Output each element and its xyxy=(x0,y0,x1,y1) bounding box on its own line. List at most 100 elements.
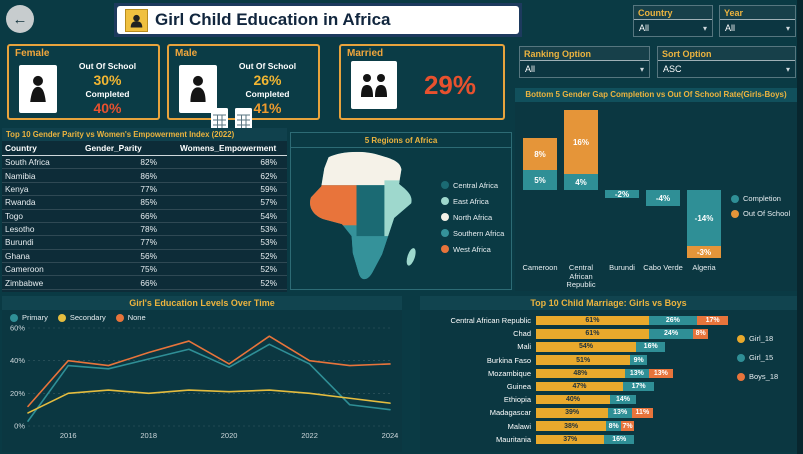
bar-segment[interactable]: 61% xyxy=(536,329,649,339)
bar-segment[interactable]: 14% xyxy=(610,394,636,405)
bar-segment[interactable]: 38% xyxy=(536,421,607,431)
bar: 51% 9% xyxy=(536,355,647,365)
bar: 48% 13% 13% xyxy=(536,368,673,379)
bar-segment[interactable]: 7% xyxy=(621,421,635,431)
column-header[interactable]: Country xyxy=(2,141,82,156)
bar-segment[interactable]: 13% xyxy=(624,368,649,379)
bar-group[interactable]: 5% 8% Cameroon xyxy=(522,106,558,290)
column-header[interactable]: Gender_Parity xyxy=(82,141,177,156)
bar-segment[interactable]: 39% xyxy=(536,408,609,418)
bar-row[interactable]: Madagascar 39% 13% 11% xyxy=(424,406,733,419)
bar-segment[interactable]: 11% xyxy=(632,408,653,418)
grid-icon[interactable] xyxy=(211,108,228,131)
bar-segment[interactable]: 9% xyxy=(630,355,647,365)
bar-segment[interactable]: 37% xyxy=(536,434,605,445)
value-cell: 68% xyxy=(177,155,287,170)
table-row[interactable]: Rwanda 85% 57% xyxy=(2,195,287,210)
bar-segment[interactable]: 24% xyxy=(648,329,694,339)
bar-row[interactable]: Central African Republic 61% 26% 17% xyxy=(424,314,733,327)
table-row[interactable]: South Africa 82% 68% xyxy=(2,155,287,170)
bar-segment[interactable]: 4% xyxy=(564,174,598,190)
bar-segment[interactable]: 26% xyxy=(648,315,697,326)
table-row[interactable]: Burundi 77% 53% xyxy=(2,235,287,250)
ranking-dropdown[interactable]: All ▾ xyxy=(520,60,649,77)
legend-item[interactable]: Out Of School xyxy=(731,209,797,218)
africa-map[interactable] xyxy=(299,150,431,286)
bar-segment[interactable]: 61% xyxy=(536,315,649,326)
bar-segment[interactable]: 40% xyxy=(536,394,610,405)
bar-segment[interactable]: 13% xyxy=(648,368,673,379)
legend-item[interactable]: Girl_15 xyxy=(737,353,795,362)
legend-item[interactable]: None xyxy=(115,313,146,322)
column-header[interactable]: Womens_Empowerment xyxy=(177,141,287,156)
bar: 38% 8% 7% xyxy=(536,421,635,431)
table-row[interactable]: Zimbabwe 66% 52% xyxy=(2,275,287,290)
bar-segment[interactable]: -4% xyxy=(646,190,680,206)
legend-item[interactable]: Primary xyxy=(10,313,48,322)
bar-row[interactable]: Guinea 47% 17% xyxy=(424,380,733,393)
map-legend-item[interactable]: Central Africa xyxy=(441,181,504,190)
map-legend-item[interactable]: East Africa xyxy=(441,197,504,206)
male-kpi-card: Male Out Of School 26% Completed 41% xyxy=(167,44,320,120)
bar-segment[interactable]: -14% xyxy=(687,190,721,246)
education-line-chart[interactable]: 0% 20% 40% 60% 2016 2018 2020 2022 2024 xyxy=(2,322,400,450)
sort-dropdown[interactable]: ASC ▾ xyxy=(658,60,795,77)
bar-segment[interactable]: 17% xyxy=(696,315,729,326)
north-region[interactable] xyxy=(304,150,425,186)
bar-segment[interactable]: 17% xyxy=(622,381,655,392)
bar-row[interactable]: Mauritania 37% 16% xyxy=(424,433,733,446)
bar-segment[interactable]: 13% xyxy=(608,408,633,418)
map-legend-item[interactable]: North Africa xyxy=(441,213,504,222)
back-button[interactable]: ← xyxy=(6,5,34,33)
bar-segment[interactable]: 16% xyxy=(564,110,598,174)
map-legend: Central Africa East Africa North Africa Sou… xyxy=(441,181,504,254)
map-legend-item[interactable]: West Africa xyxy=(441,245,504,254)
table-row[interactable]: Cameroon 75% 52% xyxy=(2,262,287,277)
west-region[interactable] xyxy=(304,185,357,226)
bar-row[interactable]: Mozambique 48% 13% 13% xyxy=(424,367,733,380)
bar-segment[interactable]: -2% xyxy=(605,190,639,199)
bar-segment[interactable]: 8% xyxy=(523,138,557,170)
bar-segment[interactable]: 8% xyxy=(693,329,709,339)
bar-segment[interactable]: 8% xyxy=(606,421,622,431)
country-dropdown[interactable]: All ▾ xyxy=(634,19,712,36)
bar-segment[interactable]: -3% xyxy=(687,246,721,258)
year-dropdown[interactable]: All ▾ xyxy=(720,19,795,36)
bar-segment[interactable]: 16% xyxy=(635,342,666,352)
map-legend-item[interactable]: Southern Africa xyxy=(441,229,504,238)
bar-row[interactable]: Ethiopia 40% 14% xyxy=(424,393,733,406)
table-row[interactable]: Kenya 77% 59% xyxy=(2,182,287,197)
legend-dot-icon xyxy=(731,194,739,203)
bar-segment[interactable]: 51% xyxy=(536,355,631,365)
madagascar-region[interactable] xyxy=(405,247,418,267)
value-cell: 52% xyxy=(177,249,287,264)
country-filter-label: Country xyxy=(634,6,712,19)
bar-segment[interactable]: 47% xyxy=(536,381,623,392)
central-region[interactable] xyxy=(356,185,385,237)
legend-item[interactable]: Girl_18 xyxy=(737,334,795,343)
legend-item[interactable]: Boys_18 xyxy=(737,372,795,381)
bar-segment[interactable]: 54% xyxy=(536,342,636,352)
bar-segment[interactable]: 48% xyxy=(536,368,625,379)
bar-row[interactable]: Chad 61% 24% 8% xyxy=(424,327,733,340)
bar-row[interactable]: Malawi 38% 8% 7% xyxy=(424,420,733,433)
bar-group[interactable]: 4% 16% Central African Republic xyxy=(564,106,598,290)
table-row[interactable]: Togo 66% 54% xyxy=(2,209,287,223)
legend-item[interactable]: Secondary xyxy=(57,313,106,322)
bar-group[interactable]: -14% -3% Algeria xyxy=(687,106,721,290)
table-row[interactable]: Lesotho 78% 53% xyxy=(2,222,287,237)
bar-segment[interactable]: 16% xyxy=(604,434,635,445)
legend-item[interactable]: Completion xyxy=(731,194,797,203)
bar-segment[interactable]: 5% xyxy=(523,170,557,190)
bar-row[interactable]: Mali 54% 16% xyxy=(424,340,733,353)
table-row[interactable]: Ghana 56% 52% xyxy=(2,249,287,264)
bar-row[interactable]: Burkina Faso 51% 9% xyxy=(424,354,733,367)
bar-group[interactable]: -4% Cabo Verde xyxy=(643,106,683,290)
east-region[interactable] xyxy=(384,180,425,237)
table-row[interactable]: Namibia 86% 62% xyxy=(2,168,287,183)
line-series-primary xyxy=(27,343,391,422)
legend-dot-icon xyxy=(731,209,739,218)
arrow-left-icon: ← xyxy=(12,10,28,28)
grid-icon[interactable] xyxy=(235,108,252,131)
bar-group[interactable]: -2% Burundi xyxy=(605,106,639,290)
